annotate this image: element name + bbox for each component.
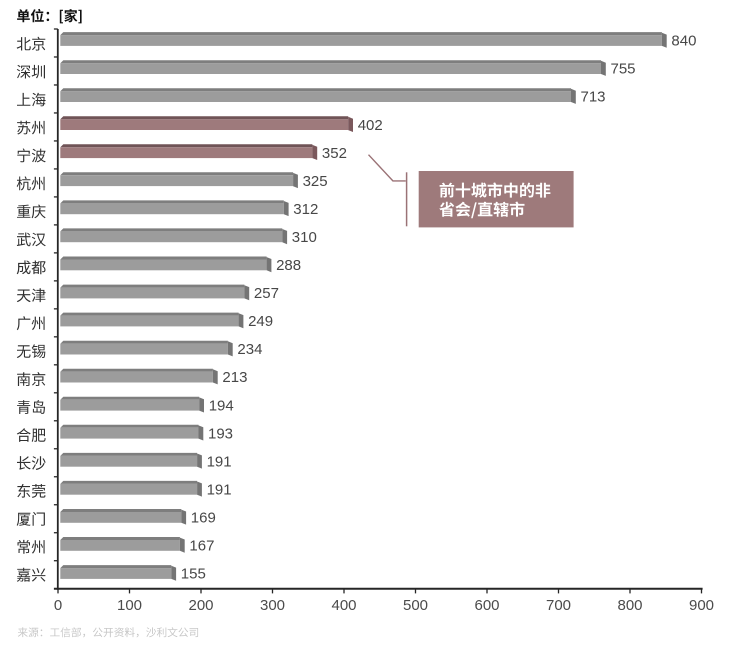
svg-text:713: 713 — [581, 89, 606, 106]
svg-text:325: 325 — [303, 173, 328, 190]
svg-text:213: 213 — [222, 369, 247, 386]
svg-text:249: 249 — [248, 313, 273, 330]
svg-text:900: 900 — [689, 597, 714, 614]
svg-text:800: 800 — [617, 597, 642, 614]
svg-text:600: 600 — [474, 597, 499, 614]
svg-text:840: 840 — [671, 33, 696, 50]
svg-text:257: 257 — [254, 285, 279, 302]
svg-text:191: 191 — [207, 481, 232, 498]
svg-text:234: 234 — [237, 341, 262, 358]
svg-text:155: 155 — [181, 566, 206, 583]
svg-text:310: 310 — [292, 229, 317, 246]
svg-text:755: 755 — [611, 61, 636, 78]
svg-text:193: 193 — [208, 425, 233, 442]
svg-text:191: 191 — [207, 453, 232, 470]
svg-text:169: 169 — [191, 510, 216, 527]
svg-text:288: 288 — [276, 257, 301, 274]
svg-text:352: 352 — [322, 145, 347, 162]
svg-text:312: 312 — [293, 201, 318, 218]
svg-text:0: 0 — [54, 597, 62, 614]
svg-text:300: 300 — [260, 597, 285, 614]
svg-text:500: 500 — [403, 597, 428, 614]
svg-text:200: 200 — [188, 597, 213, 614]
svg-text:700: 700 — [546, 597, 571, 614]
svg-text:400: 400 — [331, 597, 356, 614]
svg-text:100: 100 — [117, 597, 142, 614]
svg-text:194: 194 — [209, 397, 234, 414]
svg-text:167: 167 — [189, 538, 214, 555]
svg-text:402: 402 — [358, 117, 383, 134]
